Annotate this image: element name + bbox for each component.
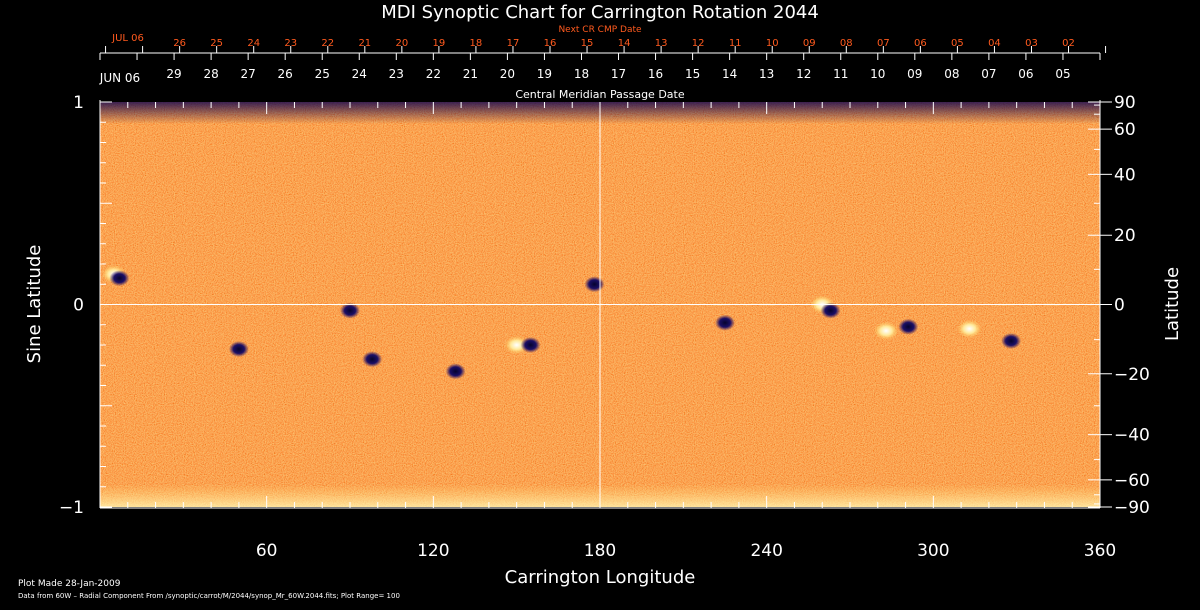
cmp-day-label-20: 09 (907, 67, 922, 81)
right-tick-label-7: −60 (1114, 471, 1150, 491)
right-tick-label-1: 60 (1114, 120, 1136, 140)
cmp-day-label-6: 23 (389, 67, 404, 81)
cmp-day-label-0: 29 (166, 67, 181, 81)
cmp-month-label: JUN 06 (99, 71, 140, 85)
next-cr-tick-group: 26 25 24 23 22 21 20 19 18 17 16 15 14 13 12 11 10 09 08 07… (105, 38, 1107, 53)
cmp-day-label-18: 11 (833, 67, 848, 81)
negative-polarity-region-1 (109, 270, 130, 287)
cmp-day-label-17: 12 (796, 67, 811, 81)
left-axis-tick-group: 1 0 −1 (59, 93, 112, 518)
negative-polarity-region-8 (584, 276, 605, 293)
x-tick-label-4: 300 (917, 541, 949, 561)
left-tick-label-2: −1 (59, 498, 84, 518)
cmp-day-label-13: 16 (648, 67, 663, 81)
negative-polarity-region-2 (228, 341, 249, 358)
next-cr-day-label-24: 02 (1062, 38, 1075, 49)
x-axis-tick-group: 60 120 180 240 300 360 (99, 102, 1116, 561)
x-tick-label-1: 120 (417, 541, 449, 561)
next-cr-day-label-0: 26 (173, 38, 186, 49)
cmp-day-label-14: 15 (685, 67, 700, 81)
next-cr-day-label-8: 18 (470, 38, 483, 49)
cmp-day-label-1: 28 (203, 67, 218, 81)
x-tick-label-3: 240 (750, 541, 782, 561)
negative-polarity-region-7 (520, 337, 541, 353)
chart-title: MDI Synoptic Chart for Carrington Rotati… (381, 2, 819, 23)
negative-polarity-region-11 (820, 302, 841, 319)
active-region-group (101, 265, 1022, 380)
cmp-day-label-10: 19 (537, 67, 552, 81)
positive-polarity-region-12 (874, 321, 899, 340)
next-cr-day-label-20: 06 (914, 38, 927, 49)
x-tick-label-2: 180 (584, 541, 616, 561)
next-cr-day-label-15: 11 (729, 38, 742, 49)
next-cr-day-label-4: 22 (321, 38, 334, 49)
right-tick-label-4: 0 (1114, 296, 1125, 316)
cmp-day-label-11: 18 (574, 67, 589, 81)
right-tick-label-6: −40 (1114, 426, 1150, 446)
positive-polarity-region-14 (957, 319, 982, 338)
cmp-day-label-21: 08 (944, 67, 959, 81)
negative-polarity-region-4 (362, 351, 383, 368)
next-cr-day-label-2: 24 (247, 38, 260, 49)
cmp-day-label-2: 27 (241, 67, 256, 81)
next-cr-day-label-11: 15 (581, 38, 594, 49)
next-cr-axis-label: Next CR CMP Date (558, 25, 642, 35)
cmp-day-label-15: 14 (722, 67, 737, 81)
next-cr-day-label-13: 13 (655, 38, 668, 49)
cmp-day-label-24: 05 (1055, 67, 1070, 81)
cmp-day-label-19: 10 (870, 67, 885, 81)
cmp-day-label-12: 17 (611, 67, 626, 81)
right-tick-label-0: 90 (1114, 93, 1136, 113)
next-month-label: JUL 06 (111, 33, 144, 44)
negative-polarity-region-9 (715, 314, 735, 331)
negative-polarity-region-5 (445, 363, 466, 380)
next-cr-day-label-21: 05 (951, 38, 964, 49)
next-cr-day-label-16: 10 (766, 38, 779, 49)
negative-polarity-region-3 (340, 302, 360, 319)
cmp-day-label-22: 07 (981, 67, 996, 81)
next-cr-day-label-7: 19 (433, 38, 446, 49)
left-tick-label-0: 1 (73, 93, 84, 113)
next-cr-day-label-3: 23 (284, 38, 297, 49)
cmp-day-label-23: 06 (1018, 67, 1033, 81)
next-cr-day-label-23: 03 (1025, 38, 1038, 49)
y-axis-label-left: Sine Latitude (24, 245, 45, 364)
cmp-day-label-8: 21 (463, 67, 478, 81)
negative-polarity-region-13 (898, 318, 919, 335)
cmp-day-label-7: 22 (426, 67, 441, 81)
cmp-day-label-9: 20 (500, 67, 515, 81)
cmp-day-label-4: 25 (315, 67, 330, 81)
x-axis-label: Carrington Longitude (505, 567, 696, 588)
magnetogram-field (100, 102, 1100, 507)
y-axis-label-right: Latitude (1162, 267, 1183, 341)
right-tick-label-3: 20 (1114, 226, 1136, 246)
x-tick-label-0: 60 (256, 541, 278, 561)
next-cr-day-label-9: 17 (507, 38, 520, 49)
next-cr-day-label-12: 14 (618, 38, 631, 49)
next-cr-day-label-22: 04 (988, 38, 1001, 49)
next-cr-day-label-17: 09 (803, 38, 816, 49)
left-tick-label-1: 0 (73, 296, 84, 316)
next-cr-day-label-10: 16 (544, 38, 557, 49)
data-source-note: Data from 60W – Radial Component From /s… (18, 592, 400, 600)
right-axis-tick-group: 90 60 40 20 0 −20 −40 −60 −90 (1088, 93, 1150, 518)
cmp-day-label-16: 13 (759, 67, 774, 81)
cmp-day-label-5: 24 (352, 67, 367, 81)
next-cr-day-label-5: 21 (358, 38, 371, 49)
next-cr-day-label-14: 12 (692, 38, 705, 49)
next-cr-day-label-6: 20 (395, 38, 408, 49)
plot-made-date: Plot Made 28-Jan-2009 (18, 579, 121, 589)
negative-polarity-region-15 (1001, 332, 1022, 349)
right-tick-label-2: 40 (1114, 165, 1136, 185)
right-tick-label-5: −20 (1114, 365, 1150, 385)
x-tick-label-5: 360 (1084, 541, 1116, 561)
next-cr-day-label-18: 08 (840, 38, 853, 49)
cmp-tick-group: 29 28 27 26 25 24 23 22 21 20 19 18 17 16 15 14 13 12 11 10… (99, 53, 1101, 81)
cmp-axis-label: Central Meridian Passage Date (515, 88, 684, 101)
next-cr-day-label-19: 07 (877, 38, 890, 49)
cmp-day-label-3: 26 (278, 67, 293, 81)
right-tick-label-8: −90 (1114, 498, 1150, 518)
next-cr-day-label-1: 25 (210, 38, 223, 49)
